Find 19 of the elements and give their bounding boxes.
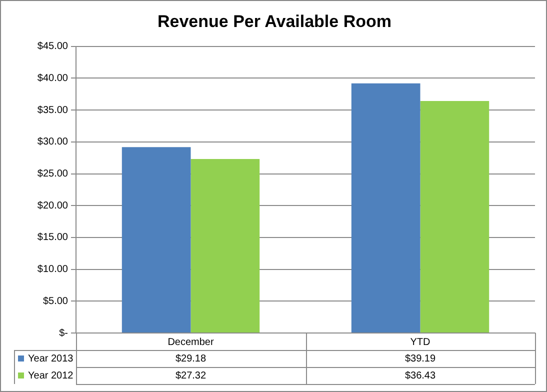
y-tick-label: $30.00 bbox=[37, 136, 68, 148]
y-tick-label: $5.00 bbox=[42, 296, 68, 307]
data-label: $29.18 bbox=[175, 353, 206, 364]
y-tick-label: $10.00 bbox=[37, 264, 68, 276]
y-tick-label: $20.00 bbox=[37, 200, 68, 212]
y-tick-label: $35.00 bbox=[37, 104, 68, 116]
chart-title: Revenue Per Available Room bbox=[158, 12, 392, 31]
y-tick-label: $45.00 bbox=[37, 41, 68, 52]
legend-label: Year 2013 bbox=[28, 353, 74, 364]
x-tick-label: YTD bbox=[410, 336, 430, 348]
y-tick-label: $- bbox=[59, 328, 68, 339]
x-tick-label: December bbox=[168, 336, 214, 348]
y-tick-label: $25.00 bbox=[37, 168, 68, 180]
data-label: $39.19 bbox=[404, 353, 436, 364]
y-tick-label: $15.00 bbox=[37, 232, 68, 244]
y-tick-label: $40.00 bbox=[37, 72, 68, 84]
legend-label: Year 2012 bbox=[28, 370, 74, 382]
data-label: $36.43 bbox=[404, 370, 436, 382]
data-label: $27.32 bbox=[175, 370, 206, 382]
